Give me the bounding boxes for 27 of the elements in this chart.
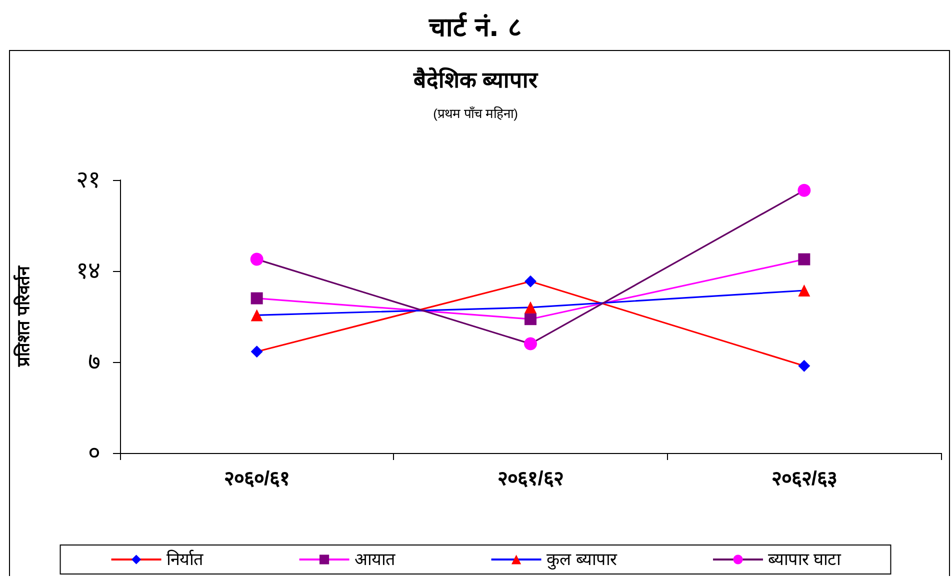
y-tick-label: ७: [88, 348, 100, 376]
legend-label: कुल ब्यापार: [546, 550, 618, 570]
point: [798, 184, 811, 197]
legend-label: निर्यात: [166, 549, 204, 569]
point: [250, 346, 263, 358]
point: [524, 275, 536, 288]
y-tick-label: ०: [88, 440, 100, 466]
x-tick-label: २०६१/६२: [498, 468, 564, 490]
legend-label: ब्यापार घाटा: [768, 550, 842, 569]
point: [250, 309, 263, 322]
chart-title: चार्ट नं. ८: [428, 11, 523, 44]
y-tick-label: १४: [76, 258, 100, 284]
y-tick-label: २१: [76, 166, 100, 194]
point: [798, 253, 810, 266]
point: [250, 252, 264, 266]
point: [250, 292, 263, 304]
point: [798, 284, 810, 296]
legend-label: आयात: [354, 550, 396, 569]
text: (प्रथम पाँच महिना): [433, 106, 518, 121]
point: [524, 337, 537, 350]
x-tick-label: २०६२/६३: [771, 468, 837, 490]
x-tick-label: २०६०/६१: [224, 468, 290, 490]
point: [524, 313, 536, 326]
point: [798, 360, 810, 372]
chart-subtitle: बैदेशिक ब्यापार: [412, 66, 539, 92]
y-axis-title: प्रतिशत परिवर्तन: [13, 266, 33, 368]
point: [524, 301, 536, 314]
